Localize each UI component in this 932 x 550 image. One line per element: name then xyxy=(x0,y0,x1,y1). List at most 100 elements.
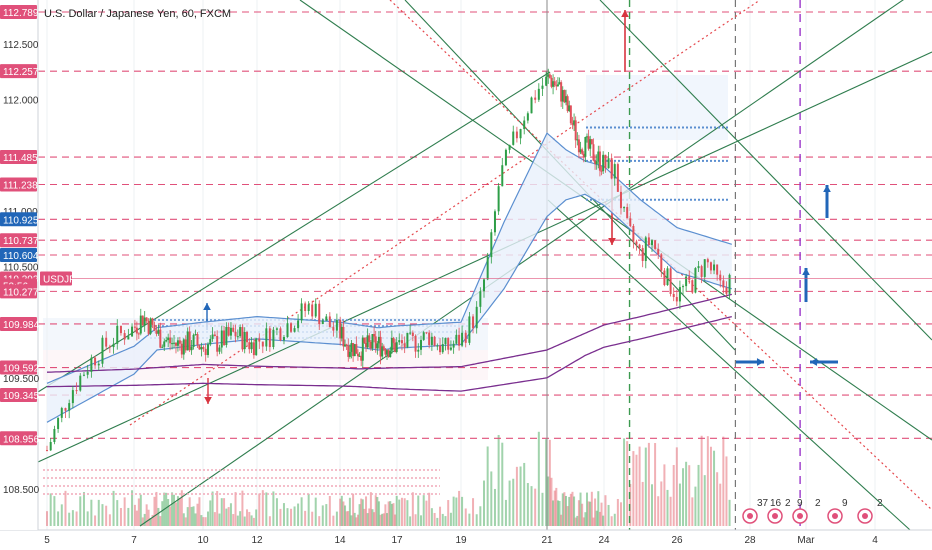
volume-bar xyxy=(613,513,616,526)
candle-body xyxy=(430,336,433,345)
event-count-label: 2 xyxy=(877,498,883,509)
candle-body xyxy=(691,280,694,293)
volume-bar xyxy=(425,500,428,526)
volume-bar xyxy=(519,466,522,526)
candle-body xyxy=(192,334,195,348)
volume-bar xyxy=(384,504,387,526)
candle-body xyxy=(112,343,115,348)
candle-body xyxy=(352,343,355,357)
candle-body xyxy=(595,161,598,164)
price-tag xyxy=(0,64,37,79)
x-tick-label: 26 xyxy=(671,535,683,546)
volume-bar xyxy=(585,492,588,526)
candle-body xyxy=(472,316,475,329)
candle-body xyxy=(220,330,223,348)
volume-bar xyxy=(57,511,60,526)
candle-body xyxy=(582,153,585,157)
volume-bar xyxy=(190,506,193,526)
event-count-label: 2 xyxy=(785,498,791,509)
volume-bar xyxy=(501,442,504,526)
x-tick-label: 4 xyxy=(872,535,878,546)
candle-body xyxy=(265,328,268,347)
volume-bar xyxy=(350,515,353,526)
price-tag-label: 110.277 xyxy=(3,287,39,298)
trend-dotted-line xyxy=(129,0,761,426)
volume-bar xyxy=(629,483,632,526)
volume-bar xyxy=(561,493,564,526)
volume-bar xyxy=(200,515,203,526)
volume-bar xyxy=(403,498,406,526)
support-up-arrow-head xyxy=(203,303,211,311)
candle-body xyxy=(439,345,442,353)
volume-bar xyxy=(248,511,251,526)
candle-body xyxy=(153,324,156,331)
volume-bar xyxy=(75,511,78,526)
candle-body xyxy=(632,225,635,242)
volume-bar xyxy=(422,495,425,526)
candle-body xyxy=(361,337,364,361)
candle-body xyxy=(311,304,314,317)
candle-body xyxy=(229,327,232,336)
volume-bar xyxy=(550,477,553,526)
volume-bar xyxy=(79,496,82,526)
volume-bar xyxy=(173,494,176,526)
volume-bar xyxy=(371,509,374,526)
volume-bar xyxy=(373,512,376,526)
candle-body xyxy=(379,336,382,357)
candle-body xyxy=(504,149,507,166)
candle-body xyxy=(678,287,681,302)
volume-bar xyxy=(46,511,48,526)
volume-bar xyxy=(204,517,207,526)
volume-bar xyxy=(486,446,489,526)
volume-bar xyxy=(137,498,140,526)
volume-bar xyxy=(490,471,493,526)
volume-bar xyxy=(541,492,544,526)
candle-body xyxy=(180,343,183,355)
volume-bar xyxy=(213,512,216,526)
volume-bar xyxy=(381,513,384,526)
candle-body xyxy=(552,81,555,87)
x-tick-label: Mar xyxy=(797,535,815,546)
candle-body xyxy=(268,328,271,348)
volume-bar xyxy=(149,517,152,526)
volume-bar xyxy=(361,499,364,526)
candle-body xyxy=(400,340,403,344)
volume-bar xyxy=(428,492,431,526)
candle-body xyxy=(602,154,605,172)
volume-bar xyxy=(569,493,572,526)
candle-body xyxy=(722,280,725,288)
candle-body xyxy=(682,286,685,288)
target-up-arrow-head xyxy=(621,10,629,18)
candle-body xyxy=(584,137,587,157)
volume-bar xyxy=(116,500,119,526)
candle-body xyxy=(163,341,166,347)
volume-bar xyxy=(619,502,622,526)
candle-body xyxy=(225,326,228,345)
volume-bar xyxy=(300,497,303,526)
volume-bar xyxy=(176,496,179,526)
candle-body xyxy=(325,316,328,321)
candle-body xyxy=(444,338,447,345)
price-tag xyxy=(0,316,37,331)
volume-bar xyxy=(105,505,108,526)
candle-body xyxy=(165,340,168,342)
price-tag xyxy=(0,431,37,446)
volume-bar xyxy=(571,491,574,526)
candle-body xyxy=(706,259,709,263)
volume-bar xyxy=(392,503,395,526)
volume-bar xyxy=(180,490,183,526)
blue-up-arrow-head xyxy=(802,268,810,276)
candle-body xyxy=(395,342,398,352)
candle-body xyxy=(406,332,409,348)
volume-bar xyxy=(174,502,177,526)
volume-bar xyxy=(365,496,368,526)
volume-bar xyxy=(725,456,728,526)
volume-bar xyxy=(694,486,697,526)
candle-body xyxy=(250,342,253,350)
volume-bar xyxy=(196,503,199,526)
candle-body xyxy=(171,343,174,345)
candle-body xyxy=(569,105,572,124)
